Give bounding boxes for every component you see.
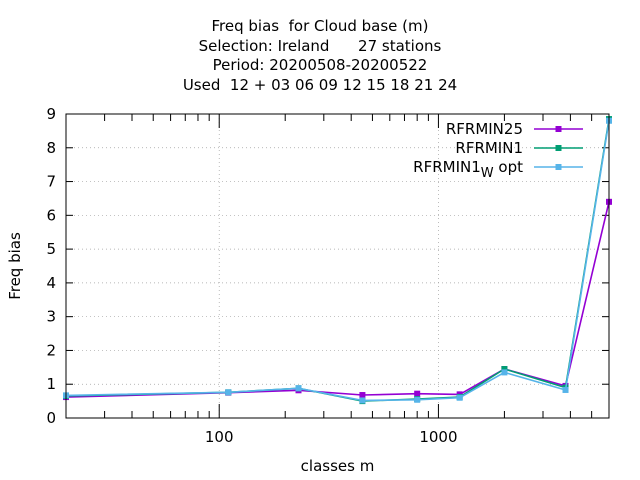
legend-item-3: RFRMIN1W opt: [413, 158, 583, 181]
title-line-3: Period: 20200508-20200522: [212, 56, 428, 74]
series-line: [65, 120, 610, 402]
legend-item-2: RFRMIN1: [455, 139, 583, 157]
title-line-4: Used 12 + 03 06 09 12 15 18 21 24: [182, 75, 458, 94]
y-tick-labels: 0 1 2 3 4 5 6 7 8 9: [46, 105, 56, 427]
data-point: [295, 385, 302, 392]
data-point: [456, 394, 463, 401]
y-tick-label: 3: [46, 308, 56, 326]
legend-swatch-marker: [555, 145, 562, 151]
data-point: [359, 392, 366, 399]
axis-ticks: [66, 113, 609, 419]
x-tick-label: 1000: [419, 428, 457, 446]
title-line-2: Selection: Ireland 27 stations: [198, 36, 442, 55]
x-tick-label: 100: [205, 428, 234, 446]
data-point: [225, 389, 232, 396]
data-point: [501, 366, 508, 373]
y-tick-label: 1: [46, 375, 56, 393]
y-tick-label: 5: [46, 240, 56, 258]
y-tick-label: 7: [46, 173, 56, 191]
data-point: [501, 369, 508, 376]
series-lines: [63, 116, 612, 405]
series-line: [65, 201, 610, 398]
legend-item-1: RFRMIN25: [446, 120, 583, 138]
legend-label: RFRMIN1W opt: [413, 158, 523, 181]
legend-swatch-marker: [555, 126, 562, 132]
data-point: [562, 386, 569, 393]
plot-frame: [65, 113, 610, 419]
legend-swatch-marker: [555, 164, 562, 170]
y-tick-label: 0: [46, 409, 56, 427]
y-axis-label: Freq bias: [6, 232, 24, 300]
chart-title: Freq bias for Cloud base (m) Selection: …: [0, 17, 640, 95]
y-tick-label: 4: [46, 274, 56, 292]
x-axis-label: classes m: [301, 457, 375, 475]
series-3: [63, 117, 612, 404]
series-2: [63, 116, 612, 405]
legend-label: RFRMIN1: [455, 139, 523, 157]
data-point: [359, 397, 366, 404]
y-tick-label: 2: [46, 341, 56, 359]
y-tick-label: 8: [46, 139, 56, 157]
legend-label: RFRMIN25: [446, 120, 523, 138]
title-line-1: Freq bias for Cloud base (m): [211, 17, 429, 35]
y-tick-label: 9: [46, 105, 56, 123]
y-tick-label: 6: [46, 206, 56, 224]
x-tick-labels: 100 1000: [205, 428, 458, 446]
series-line: [65, 118, 610, 402]
data-point: [414, 390, 421, 397]
series-1: [63, 198, 612, 401]
grid: [66, 114, 609, 418]
data-point: [414, 396, 421, 403]
